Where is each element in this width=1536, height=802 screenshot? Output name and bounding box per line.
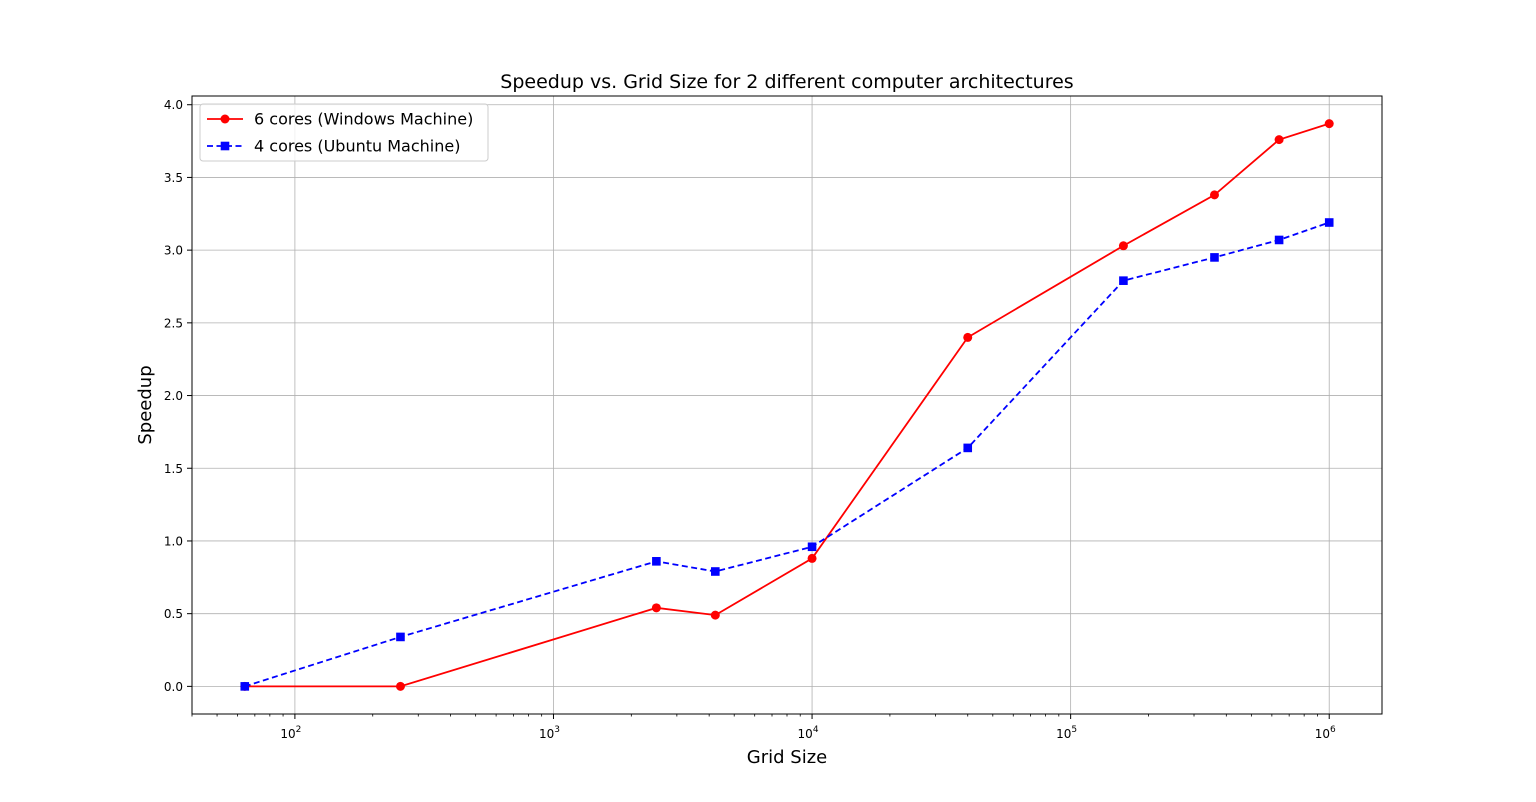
- data-point: [710, 610, 720, 620]
- data-point: [1274, 135, 1284, 145]
- x-tick-label: 106: [1315, 725, 1336, 741]
- data-point: [711, 567, 720, 576]
- data-point: [395, 681, 405, 691]
- x-minor-ticks: [191, 714, 1318, 717]
- data-point: [1210, 253, 1219, 262]
- series-layer: [240, 119, 1334, 691]
- legend-marker: [220, 114, 230, 124]
- x-axis-ticks: 102 103 104 105 106: [280, 714, 1336, 741]
- y-tick-label: 2.0: [164, 389, 183, 403]
- chart-title: Speedup vs. Grid Size for 2 different co…: [500, 71, 1073, 93]
- legend-marker: [220, 141, 230, 151]
- data-point: [652, 557, 661, 566]
- y-tick-label: 1.0: [164, 534, 183, 548]
- data-point: [1119, 276, 1128, 285]
- legend: 6 cores (Windows Machine) 4 cores (Ubuntu…: [199, 103, 489, 162]
- y-tick-label: 1.5: [164, 462, 183, 476]
- x-tick-label: 105: [1056, 725, 1077, 741]
- x-tick-label: 104: [798, 725, 819, 741]
- legend-label: 4 cores (Ubuntu Machine): [254, 137, 460, 156]
- series-line: [244, 221, 1330, 688]
- y-tick-label: 0.0: [164, 680, 183, 694]
- data-point: [1209, 190, 1219, 200]
- data-point: [807, 542, 817, 552]
- data-point: [1274, 235, 1284, 245]
- data-point: [1324, 119, 1334, 129]
- data-point: [807, 553, 817, 563]
- x-axis-label: Grid Size: [747, 747, 827, 768]
- grid-lines: [192, 96, 1382, 714]
- y-tick-label: 3.5: [164, 171, 183, 185]
- y-tick-label: 0.5: [164, 607, 183, 621]
- legend-box: [199, 103, 489, 162]
- y-axis-ticks: 0.0 0.5 1.0 1.5 2.0 2.5 3.0 3.5 4.0: [164, 98, 192, 694]
- data-point: [963, 443, 973, 453]
- legend-entry: 6 cores (Windows Machine): [207, 110, 473, 129]
- legend-label: 6 cores (Windows Machine): [254, 110, 473, 129]
- y-axis-label: Speedup: [135, 365, 156, 444]
- data-point: [396, 632, 405, 642]
- series-2: [240, 218, 1334, 691]
- plot-area-frame: [191, 95, 1383, 715]
- y-tick-label: 4.0: [164, 98, 183, 112]
- data-point: [963, 332, 973, 342]
- series-1: [240, 119, 1334, 691]
- legend-entry: 4 cores (Ubuntu Machine): [207, 137, 460, 156]
- data-point: [240, 682, 250, 691]
- x-tick-label: 103: [539, 725, 560, 741]
- data-point: [1324, 218, 1334, 227]
- x-tick-label: 102: [280, 725, 301, 741]
- y-tick-label: 3.0: [164, 244, 183, 258]
- data-point: [1118, 241, 1128, 251]
- series-line: [244, 122, 1330, 688]
- y-tick-label: 2.5: [164, 316, 183, 330]
- data-point: [651, 603, 661, 613]
